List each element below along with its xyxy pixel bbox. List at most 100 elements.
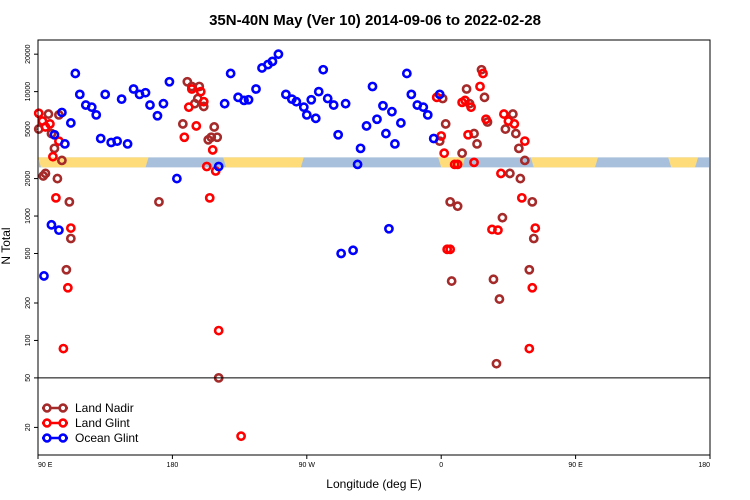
series-land-nadir (33, 64, 539, 383)
land-glint-point (198, 96, 209, 107)
legend-marker (42, 403, 52, 413)
ocean-glint-point (355, 143, 366, 154)
ocean-glint-point (434, 89, 445, 100)
ocean-glint-point (95, 133, 106, 144)
ocean-glint-point (59, 139, 70, 149)
x-axis-label: Longitude (deg E) (326, 477, 421, 491)
land-nadir-point (154, 196, 164, 207)
land-nadir-point (507, 109, 518, 119)
x-tick-label: 90 W (299, 462, 316, 469)
ocean-glint-point (267, 56, 278, 67)
land-glint-point (62, 282, 73, 293)
land-glint-point (493, 225, 503, 236)
ocean-glint-point (49, 129, 60, 140)
ocean-glint-point (86, 102, 97, 113)
ocean-glint-point (280, 89, 291, 100)
y-tick-label: 100 (25, 335, 32, 347)
land-glint-point (452, 159, 463, 170)
ocean-glint-point (298, 102, 309, 113)
y-tick-label: 200 (25, 297, 32, 309)
land-glint-point (509, 119, 520, 129)
ocean-glint-point (418, 102, 429, 113)
ocean-glint-point (301, 110, 312, 120)
land-nadir-point (472, 139, 482, 149)
land-glint-point (481, 114, 491, 125)
land-glint-point (48, 151, 58, 162)
land-nadir-point (440, 119, 451, 129)
ocean-glint-point (225, 68, 236, 79)
land-glint-point (204, 192, 215, 203)
ocean-glint-point (91, 110, 102, 120)
ocean-glint-point (291, 96, 302, 107)
legend-label: Ocean Glint (75, 431, 139, 445)
land-nadir-point (488, 274, 499, 285)
y-axis: 20 50 100 200 500 1000 2000 5000 10000 20000 (25, 44, 38, 431)
land-nadir-point (457, 148, 468, 159)
ocean-glint-point (367, 81, 378, 92)
land-glint-point (65, 223, 76, 233)
legend-item-land-glint: Land Glint (42, 416, 130, 430)
ocean-band (39, 157, 709, 168)
y-tick-label: 5000 (25, 121, 32, 137)
ocean-glint-point (340, 98, 351, 109)
legend-marker (58, 433, 68, 443)
ocean-glint-point (390, 139, 400, 149)
legend-label: Land Nadir (75, 401, 134, 415)
land-glint-point (436, 131, 447, 141)
ocean-glint-point (306, 94, 317, 105)
land-nadir-point (56, 155, 67, 166)
x-axis: 90 E 180 90 W 0 90 E 180 (37, 455, 711, 469)
land-nadir-point (461, 84, 472, 94)
ocean-glint-point (318, 64, 329, 75)
land-nadir-point (494, 294, 505, 304)
ocean-glint-point (328, 100, 339, 110)
ocean-glint-point (213, 161, 224, 172)
land-nadir-point (64, 196, 75, 207)
land-nadir-point (504, 168, 515, 179)
land-glint-point (186, 84, 197, 94)
legend-item-land-nadir: Land Nadir (42, 401, 134, 415)
land-glint-point (195, 86, 206, 97)
ocean-glint-point (152, 110, 163, 121)
land-nadir-point (177, 119, 188, 129)
legend-marker (42, 433, 52, 443)
ocean-glint-point (140, 87, 151, 98)
ocean-glint-point (243, 94, 254, 105)
y-tick-label: 20000 (25, 44, 32, 64)
land-nadir-point (446, 276, 457, 286)
legend-label: Land Glint (75, 416, 130, 430)
ocean-glint-point (406, 89, 417, 100)
x-tick-label: 90 E (38, 462, 53, 469)
land-glint-point (207, 145, 218, 155)
land-glint-point (496, 168, 506, 179)
ocean-glint-point (384, 223, 394, 234)
ocean-glint-point (74, 89, 85, 100)
land-glint-point (58, 343, 69, 354)
ocean-glint-point (387, 106, 397, 117)
legend-marker (42, 418, 52, 428)
land-band-segment (223, 157, 304, 168)
land-nadir-point (510, 128, 521, 139)
ocean-glint-point (239, 95, 249, 106)
ocean-glint-point (322, 93, 333, 104)
land-nadir-point (479, 92, 490, 103)
x-tick-label: 180 (698, 462, 710, 469)
ocean-glint-point (39, 271, 49, 281)
ocean-glint-point (313, 86, 324, 97)
x-tick-label: 180 (167, 462, 179, 469)
x-tick-label: 90 E (568, 462, 583, 469)
ocean-glint-point (158, 98, 169, 109)
ocean-glint-point (336, 248, 347, 259)
land-ocean-band (38, 157, 709, 168)
ocean-glint-point (112, 136, 123, 147)
ocean-glint-point (100, 89, 111, 100)
ocean-glint-point (422, 110, 433, 120)
land-glint-point (183, 102, 194, 113)
land-nadir-point (198, 101, 209, 112)
land-nadir-point (515, 173, 526, 184)
ocean-glint-point (372, 114, 382, 125)
ocean-glint-point (128, 84, 139, 94)
land-nadir-point (52, 173, 63, 184)
land-glint-point (179, 132, 190, 143)
